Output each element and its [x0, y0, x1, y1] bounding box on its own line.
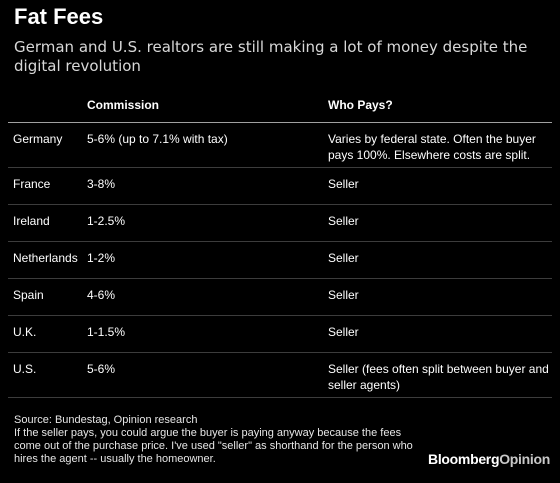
table-row: Germany 5-6% (up to 7.1% with tax) Varie… [8, 123, 552, 168]
row-commission: 1-1.5% [87, 325, 126, 339]
row-commission: 1-2.5% [87, 214, 126, 228]
table-row: Netherlands 1-2% Seller [8, 242, 552, 279]
row-country: Netherlands [13, 251, 78, 265]
row-who-pays: Seller [328, 214, 359, 228]
row-country: Ireland [13, 214, 50, 228]
logo-name: Bloomberg [428, 451, 500, 467]
row-commission: 4-6% [87, 288, 116, 302]
table-row: Ireland 1-2.5% Seller [8, 205, 552, 242]
row-who-pays: Seller [328, 325, 359, 339]
row-commission: 5-6% [87, 362, 116, 376]
row-commission: 5-6% (up to 7.1% with tax) [87, 132, 228, 146]
row-commission: 3-8% [87, 177, 116, 191]
fees-table: Commission Who Pays? Germany 5-6% (up to… [8, 96, 552, 398]
chart-title: Fat Fees [14, 4, 104, 29]
row-who-pays: Seller (fees often split between buyer a… [328, 362, 549, 392]
row-who-pays: Varies by federal state. Often the buyer… [328, 132, 536, 162]
header-who-pays: Who Pays? [328, 98, 393, 112]
table-header: Commission Who Pays? [8, 96, 552, 123]
row-country: France [13, 177, 51, 191]
table-row: Spain 4-6% Seller [8, 279, 552, 316]
row-country: U.K. [13, 325, 37, 339]
row-who-pays: Seller [328, 251, 359, 265]
bloomberg-opinion-logo: BloombergOpinion [428, 451, 550, 467]
row-who-pays: Seller [328, 288, 359, 302]
explanatory-note: If the seller pays, you could argue the … [14, 427, 413, 465]
row-country: U.S. [13, 362, 37, 376]
row-who-pays: Seller [328, 177, 359, 191]
row-commission: 1-2% [87, 251, 116, 265]
row-country: Spain [13, 288, 44, 302]
row-country: Germany [13, 132, 63, 146]
chart-footnote: Source: Bundestag, Opinion research If t… [14, 414, 414, 466]
table-row: U.K. 1-1.5% Seller [8, 316, 552, 353]
table-row: France 3-8% Seller [8, 168, 552, 205]
logo-suffix: Opinion [499, 451, 550, 467]
chart-subtitle: German and U.S. realtors are still makin… [14, 38, 528, 75]
table-row: U.S. 5-6% Seller (fees often split betwe… [8, 353, 552, 398]
source-note: Source: Bundestag, Opinion research [14, 414, 198, 426]
header-commission: Commission [87, 98, 160, 112]
